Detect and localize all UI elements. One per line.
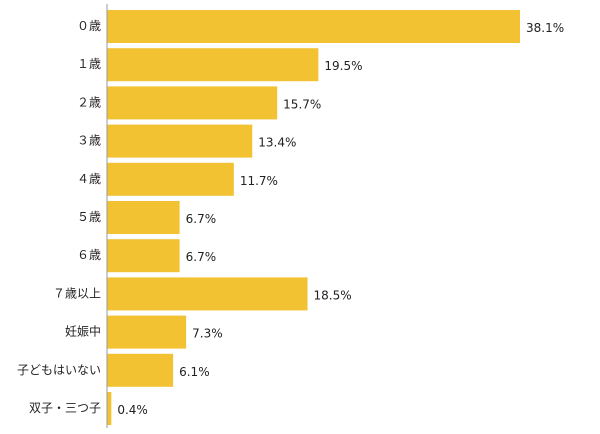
category-label-6: ６歳 bbox=[77, 248, 101, 262]
category-label-2: ２歳 bbox=[77, 95, 101, 109]
bar-2 bbox=[107, 86, 278, 120]
category-label-9: 子どもはいない bbox=[17, 363, 101, 377]
category-label-8: 妊娠中 bbox=[65, 324, 101, 339]
value-label-2: 15.7% bbox=[283, 97, 321, 111]
bar-1 bbox=[107, 48, 319, 82]
category-label-1: １歳 bbox=[77, 57, 101, 71]
bar-9 bbox=[107, 353, 174, 387]
bar-7 bbox=[107, 277, 308, 311]
category-label-7: ７歳以上 bbox=[53, 286, 101, 300]
value-label-3: 13.4% bbox=[258, 136, 296, 150]
value-label-9: 6.1% bbox=[179, 365, 210, 379]
value-label-6: 6.7% bbox=[186, 250, 217, 264]
value-label-7: 18.5% bbox=[314, 288, 352, 302]
category-label-0: ０歳 bbox=[77, 19, 101, 33]
category-label-5: ５歳 bbox=[77, 210, 101, 224]
category-label-3: ３歳 bbox=[77, 134, 101, 148]
bar-5 bbox=[107, 201, 180, 234]
value-label-8: 7.3% bbox=[192, 327, 223, 341]
category-label-10: 双子・三つ子 bbox=[29, 401, 101, 415]
bar-3 bbox=[107, 124, 253, 158]
bar-0 bbox=[107, 10, 520, 43]
value-label-5: 6.7% bbox=[186, 212, 217, 226]
value-label-4: 11.7% bbox=[240, 174, 278, 188]
value-label-10: 0.4% bbox=[117, 403, 148, 417]
bar-4 bbox=[107, 162, 234, 196]
bar-8 bbox=[107, 315, 187, 349]
bar-6 bbox=[107, 239, 180, 273]
value-labels-group: 38.1% 19.5% 15.7% 13.4% 11.7% 6.7% 6.7% 18.5% 7.… bbox=[117, 21, 564, 417]
value-label-0: 38.1% bbox=[526, 21, 564, 35]
value-label-1: 19.5% bbox=[324, 59, 362, 73]
bar-10 bbox=[107, 392, 112, 425]
category-label-4: ４歳 bbox=[77, 172, 101, 186]
bars-group bbox=[107, 10, 520, 425]
